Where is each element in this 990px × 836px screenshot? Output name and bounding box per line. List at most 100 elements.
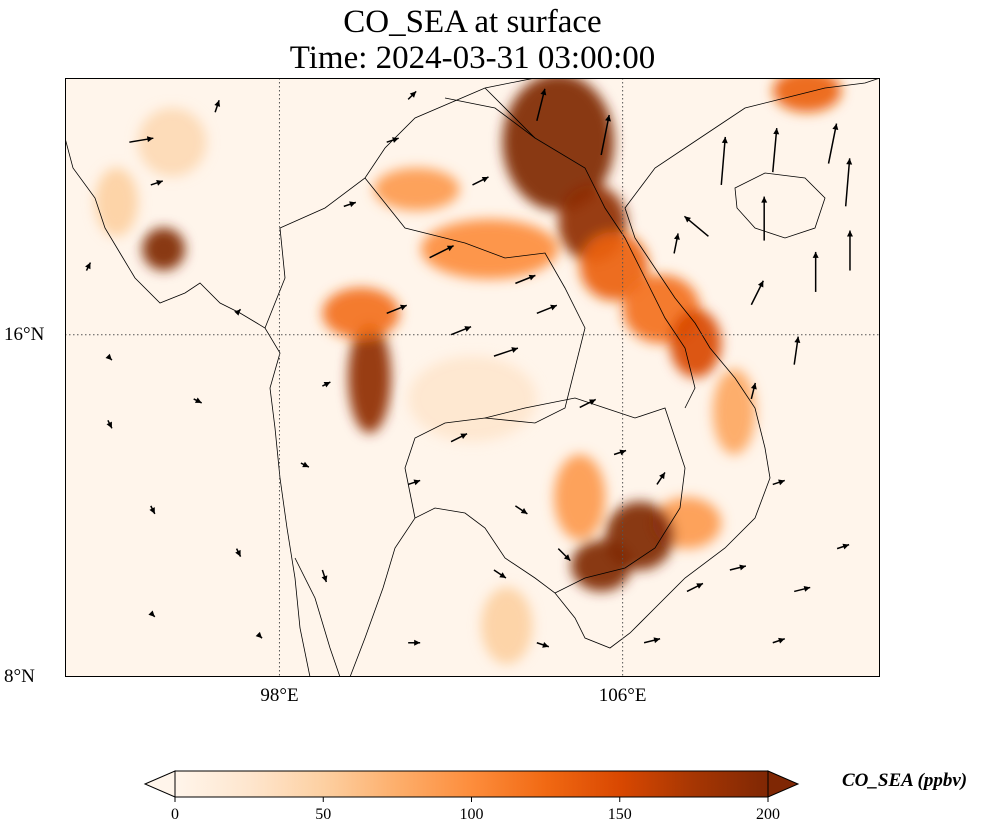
wind-arrow-39 xyxy=(193,397,203,404)
coastline-mainland xyxy=(65,78,880,677)
wind-arrow-11 xyxy=(683,215,709,237)
wind-arrow-31 xyxy=(643,637,661,644)
wind-arrow-19 xyxy=(515,274,536,285)
wind-arrow-52 xyxy=(85,262,92,271)
wind-arrow-7 xyxy=(812,251,819,292)
wind-arrow-0 xyxy=(536,88,547,121)
wind-arrow-42 xyxy=(255,631,263,639)
wind-arrow-2 xyxy=(720,136,728,186)
y-tick-label: 8°N xyxy=(4,666,35,687)
colorbar-extend-max xyxy=(767,770,800,798)
coastline-hainan xyxy=(734,172,826,239)
wind-arrow-48 xyxy=(343,201,357,208)
co-plume-4 xyxy=(669,309,722,378)
wind-arrow-43 xyxy=(322,381,331,388)
co-plume-11 xyxy=(322,287,400,339)
colorbar-tick-label: 0 xyxy=(171,806,179,823)
wind-arrow-50 xyxy=(472,176,489,186)
wind-arrow-1 xyxy=(600,114,611,156)
wind-arrow-53 xyxy=(105,353,113,361)
map-title: CO_SEA at surface xyxy=(343,4,602,40)
map-plot-area xyxy=(65,78,880,677)
map-frame xyxy=(65,78,880,677)
colorbar-label: CO_SEA (ppbv) xyxy=(842,770,968,791)
co-plume-15 xyxy=(95,167,138,237)
wind-arrow-21 xyxy=(450,433,468,443)
co-plume-2 xyxy=(579,232,649,301)
wind-arrow-30 xyxy=(772,479,786,486)
colorbar-tick-label: 50 xyxy=(315,806,332,823)
wind-arrow-8 xyxy=(846,230,853,271)
wind-vectors xyxy=(85,88,853,648)
co-plume-14 xyxy=(142,227,186,271)
wind-arrow-25 xyxy=(493,569,507,579)
wind-arrow-20 xyxy=(579,398,597,409)
colorbar-gradient xyxy=(174,770,769,798)
wind-arrow-5 xyxy=(844,158,853,207)
wind-arrow-16 xyxy=(450,326,472,336)
y-tick-label: 16°N xyxy=(4,323,45,345)
co-plume-13 xyxy=(373,167,460,211)
co-plume-12 xyxy=(421,219,559,280)
wind-arrow-45 xyxy=(129,136,154,143)
border-china-laos xyxy=(444,97,536,139)
wind-arrow-41 xyxy=(148,610,156,618)
co-plume-8 xyxy=(605,501,675,571)
wind-arrow-33 xyxy=(536,642,550,648)
co-plume-10 xyxy=(348,321,392,434)
co-plume-5 xyxy=(712,368,756,455)
wind-arrow-40 xyxy=(300,461,310,468)
map-panel xyxy=(65,78,880,677)
wind-arrow-27 xyxy=(729,564,747,571)
wind-arrow-29 xyxy=(836,543,850,550)
wind-arrow-17 xyxy=(493,347,519,357)
wind-arrow-22 xyxy=(407,479,421,486)
wind-arrow-14 xyxy=(386,304,407,315)
wind-arrow-13 xyxy=(750,382,757,400)
map-subtitle-time: Time: 2024-03-31 03:00:00 xyxy=(289,40,656,76)
co-plume-0 xyxy=(502,78,615,211)
wind-arrow-3 xyxy=(772,128,780,173)
coastline-gulf-thailand xyxy=(294,557,341,677)
colorbar-tick-label: 100 xyxy=(459,806,484,823)
wind-arrow-6 xyxy=(761,196,768,241)
border-laos-vietnam xyxy=(484,87,696,409)
border-cambodia-vietnam xyxy=(484,397,686,594)
co-plume-16 xyxy=(137,107,207,177)
wind-arrow-55 xyxy=(656,472,666,485)
wind-arrow-36 xyxy=(235,548,242,557)
coastlines-borders xyxy=(65,78,880,677)
co-concentration-field xyxy=(95,78,842,665)
wind-arrow-51 xyxy=(407,90,417,100)
wind-arrow-10 xyxy=(750,280,764,306)
co-plume-9 xyxy=(554,454,606,541)
wind-arrow-12 xyxy=(673,233,680,254)
colorbar-tick-label: 200 xyxy=(756,806,780,823)
wind-arrow-15 xyxy=(429,245,454,259)
wind-arrow-38 xyxy=(106,419,113,429)
wind-arrow-9 xyxy=(793,336,801,365)
x-tick-label: 106°E xyxy=(598,685,647,706)
colorbar xyxy=(143,770,800,802)
border-thailand-laos xyxy=(364,177,586,519)
wind-arrow-34 xyxy=(408,639,421,646)
wind-arrow-28 xyxy=(794,585,811,593)
wind-arrow-4 xyxy=(827,123,839,164)
colorbar-tick-label: 150 xyxy=(607,806,632,823)
wind-arrow-47 xyxy=(214,99,221,113)
wind-arrow-46 xyxy=(150,180,164,186)
wind-arrow-18 xyxy=(536,304,558,315)
wind-arrow-35 xyxy=(321,569,328,583)
co-plume-19 xyxy=(408,356,537,442)
wind-arrow-26 xyxy=(686,582,704,593)
colorbar-extend-min xyxy=(143,770,176,798)
wind-arrow-37 xyxy=(149,505,156,515)
wind-arrow-23 xyxy=(514,505,528,515)
co-plume-18 xyxy=(481,587,533,665)
wind-arrow-49 xyxy=(386,137,399,143)
wind-arrow-54 xyxy=(613,449,627,456)
wind-arrow-44 xyxy=(234,308,242,316)
x-tick-label: 98°E xyxy=(260,685,299,706)
wind-arrow-32 xyxy=(772,637,786,644)
colorbar-tick-marks xyxy=(174,797,769,802)
